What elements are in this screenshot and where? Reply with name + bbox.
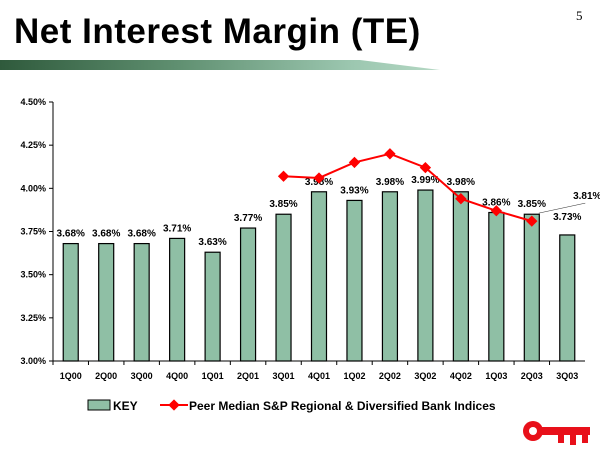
x-tick-label: 3Q02: [414, 371, 436, 381]
key-icon: [523, 421, 590, 445]
bar-data-label: 3.98%: [447, 177, 475, 188]
peer-median-line: [283, 152, 533, 223]
y-tick-label: 3.75%: [20, 227, 46, 237]
y-tick-label: 3.25%: [20, 313, 46, 323]
x-tick-label: 4Q02: [450, 371, 472, 381]
x-tick-label: 3Q01: [273, 371, 295, 381]
bar-key-4Q02: [452, 191, 469, 362]
peer-point: [277, 170, 290, 182]
bar-data-label: 3.99%: [411, 175, 439, 186]
y-tick-label: 4.25%: [20, 140, 46, 150]
bar-data-label: 3.63%: [198, 237, 226, 248]
x-tick-label: 2Q02: [379, 371, 401, 381]
x-tick-label: 4Q00: [166, 371, 188, 381]
x-tick-label: 3Q03: [556, 371, 578, 381]
peer-point: [526, 215, 538, 227]
label-leader-line: [538, 202, 586, 214]
bar-key-1Q01: [204, 251, 221, 362]
x-tick-label: 3Q00: [131, 371, 153, 381]
bar-key-3Q01: [275, 213, 292, 362]
page-title: Net Interest Margin (TE): [14, 12, 421, 51]
bar-key-1Q03: [488, 211, 505, 362]
x-tick-label: 1Q02: [343, 371, 365, 381]
title-underline-band: [0, 60, 440, 70]
bar-data-label: 3.93%: [340, 185, 368, 196]
legend-key-swatch: [87, 399, 111, 411]
bar-key-2Q03: [523, 213, 540, 362]
bar-key-2Q02: [381, 191, 399, 362]
peer-point: [490, 205, 502, 217]
x-tick-label: 1Q03: [485, 371, 507, 381]
bar-data-label: 3.85%: [518, 199, 546, 210]
bar-data-label: 3.85%: [269, 199, 297, 210]
legend-peer-marker: [168, 399, 180, 411]
y-tick-label: 4.50%: [20, 97, 46, 107]
y-tick-label: 4.00%: [20, 183, 46, 193]
bar-key-2Q01: [239, 227, 257, 362]
bar-data-label: 3.71%: [163, 223, 191, 234]
bar-key-4Q00: [169, 237, 186, 362]
legend-key-label: KEY: [113, 399, 138, 413]
y-tick-label: 3.50%: [20, 270, 46, 280]
bar-data-label: 3.68%: [57, 229, 85, 240]
bar-key-2Q00: [98, 242, 115, 362]
legend-peer-label: Peer Median S&P Regional & Diversified B…: [189, 399, 496, 413]
peer-point: [419, 161, 432, 174]
bar-data-label: 3.73%: [553, 212, 581, 223]
bar-key-3Q02: [417, 189, 434, 362]
bar-data-label: 3.68%: [92, 229, 120, 240]
bar-data-label: 3.68%: [127, 229, 155, 240]
bar-key-1Q02: [346, 199, 363, 362]
x-tick-label: 1Q00: [60, 371, 82, 381]
peer-point: [455, 193, 467, 205]
x-tick-label: 2Q03: [521, 371, 543, 381]
bar-data-label: 3.86%: [482, 198, 510, 209]
peer-data-label: 3.81%: [573, 191, 600, 202]
bar-key-4Q01: [310, 191, 328, 362]
y-tick-label: 3.00%: [20, 356, 46, 366]
peer-point: [384, 148, 396, 160]
bar-data-label: 3.77%: [234, 213, 262, 224]
peer-point: [348, 156, 361, 169]
bar-data-label: 3.98%: [376, 177, 404, 188]
x-tick-label: 4Q01: [308, 371, 330, 381]
peer-point: [313, 172, 325, 184]
bar-key-3Q03: [559, 234, 576, 362]
bar-key-1Q00: [62, 242, 79, 362]
x-tick-label: 2Q00: [95, 371, 117, 381]
bar-key-3Q00: [133, 242, 150, 362]
x-tick-label: 2Q01: [237, 371, 259, 381]
x-tick-label: 1Q01: [202, 371, 224, 381]
page-number: 5: [576, 8, 583, 23]
